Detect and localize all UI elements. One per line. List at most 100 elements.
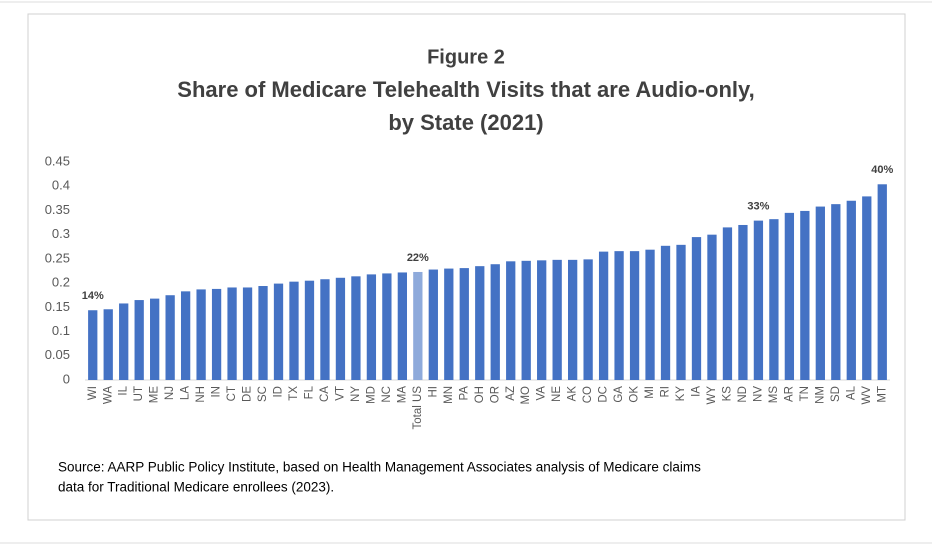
bar (119, 303, 129, 380)
value-label: 22% (407, 252, 429, 264)
bar (165, 295, 175, 380)
x-tick-label: VT (334, 386, 346, 401)
bar (196, 289, 206, 380)
x-tick-label: PA (458, 386, 470, 401)
bar (134, 300, 144, 380)
bar (846, 200, 856, 380)
bar (521, 260, 531, 380)
y-tick-label: 0.3 (52, 226, 70, 241)
x-tick-label: AR (783, 386, 795, 402)
x-tick-label: WI (87, 386, 99, 400)
bar (180, 291, 191, 380)
x-tick-label: IN (211, 386, 223, 398)
x-tick-label: MN (443, 386, 455, 404)
x-tick-label: DE (242, 386, 254, 402)
bar (150, 298, 160, 380)
bar (289, 281, 299, 380)
bar (769, 219, 779, 380)
bar (211, 288, 222, 380)
x-tick-label: WY (706, 386, 718, 405)
bar (459, 268, 469, 380)
bar (676, 244, 686, 380)
x-tick-label: ID (273, 386, 285, 398)
bar (366, 274, 377, 380)
bar (444, 268, 454, 380)
y-tick-label: 0.45 (45, 153, 70, 168)
x-tick-label: LA (180, 386, 192, 400)
x-tick-label: UT (133, 386, 145, 401)
bar (862, 196, 872, 380)
x-tick-label: AL (845, 385, 857, 400)
value-label: 14% (82, 290, 104, 302)
bar (258, 286, 268, 380)
x-tick-label: NE (551, 386, 563, 402)
bar (304, 280, 315, 380)
x-tick-label: NM (814, 386, 826, 404)
x-tick-label: AZ (505, 386, 517, 401)
bar (413, 271, 423, 380)
bar (614, 251, 624, 380)
x-tick-label: NV (752, 386, 764, 402)
bar (722, 227, 733, 380)
bar (103, 309, 113, 380)
bar (629, 251, 640, 380)
x-tick-label: RI (660, 386, 672, 398)
y-tick-label: 0.2 (52, 275, 70, 290)
bar (490, 264, 500, 380)
x-tick-label: MS (768, 386, 780, 404)
x-tick-label: MA (396, 386, 408, 404)
bar (645, 249, 655, 380)
x-tick-label: ME (149, 386, 161, 404)
y-tick-label: 0.05 (45, 347, 70, 362)
x-tick-label: CA (319, 386, 331, 402)
bar (583, 259, 593, 380)
bar (428, 269, 438, 380)
bar (691, 237, 702, 380)
y-tick-label: 0 (63, 371, 70, 386)
bar (815, 206, 825, 380)
y-tick-label: 0.4 (52, 178, 70, 193)
bar (784, 212, 795, 380)
x-tick-label: AK (567, 386, 579, 402)
bar (273, 283, 284, 380)
bar (320, 279, 330, 380)
x-tick-label: MD (365, 386, 377, 404)
bar (877, 184, 887, 380)
x-tick-label: KY (675, 386, 687, 402)
bar (800, 210, 810, 380)
bar (335, 277, 346, 380)
x-tick-label: MT (876, 386, 888, 403)
bar (475, 266, 485, 380)
x-tick-label: OK (629, 386, 641, 403)
bar (382, 273, 392, 380)
bar (537, 260, 547, 380)
x-tick-label: TX (288, 386, 300, 401)
bar (227, 287, 237, 380)
x-tick-label: WV (861, 386, 873, 405)
x-tick-label: HI (427, 386, 439, 398)
x-tick-label: MO (520, 386, 532, 405)
x-tick-label: VA (536, 386, 548, 401)
x-tick-label: NH (195, 386, 207, 403)
x-tick-label: IA (691, 386, 703, 397)
bar (598, 251, 609, 380)
bar (753, 220, 764, 380)
chart-title: by State (2021) (388, 110, 543, 135)
bar (660, 245, 671, 380)
x-tick-label: ND (737, 386, 749, 403)
value-label: 33% (747, 201, 769, 213)
value-label: 40% (871, 164, 893, 176)
x-tick-label: OR (489, 386, 501, 403)
x-tick-label: CO (582, 386, 594, 403)
bar (831, 204, 841, 380)
x-tick-label: CT (226, 386, 238, 401)
x-tick-label: MI (644, 386, 656, 399)
x-tick-label: IL (118, 385, 130, 395)
x-tick-label: FL (304, 385, 316, 399)
bar (568, 259, 578, 380)
x-tick-label: GA (613, 386, 625, 403)
y-tick-label: 0.15 (45, 299, 70, 314)
x-tick-label: SD (830, 386, 842, 402)
x-tick-label: OH (474, 386, 486, 403)
